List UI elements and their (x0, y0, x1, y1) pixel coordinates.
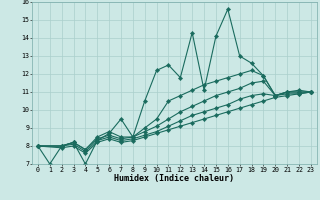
X-axis label: Humidex (Indice chaleur): Humidex (Indice chaleur) (115, 174, 234, 183)
